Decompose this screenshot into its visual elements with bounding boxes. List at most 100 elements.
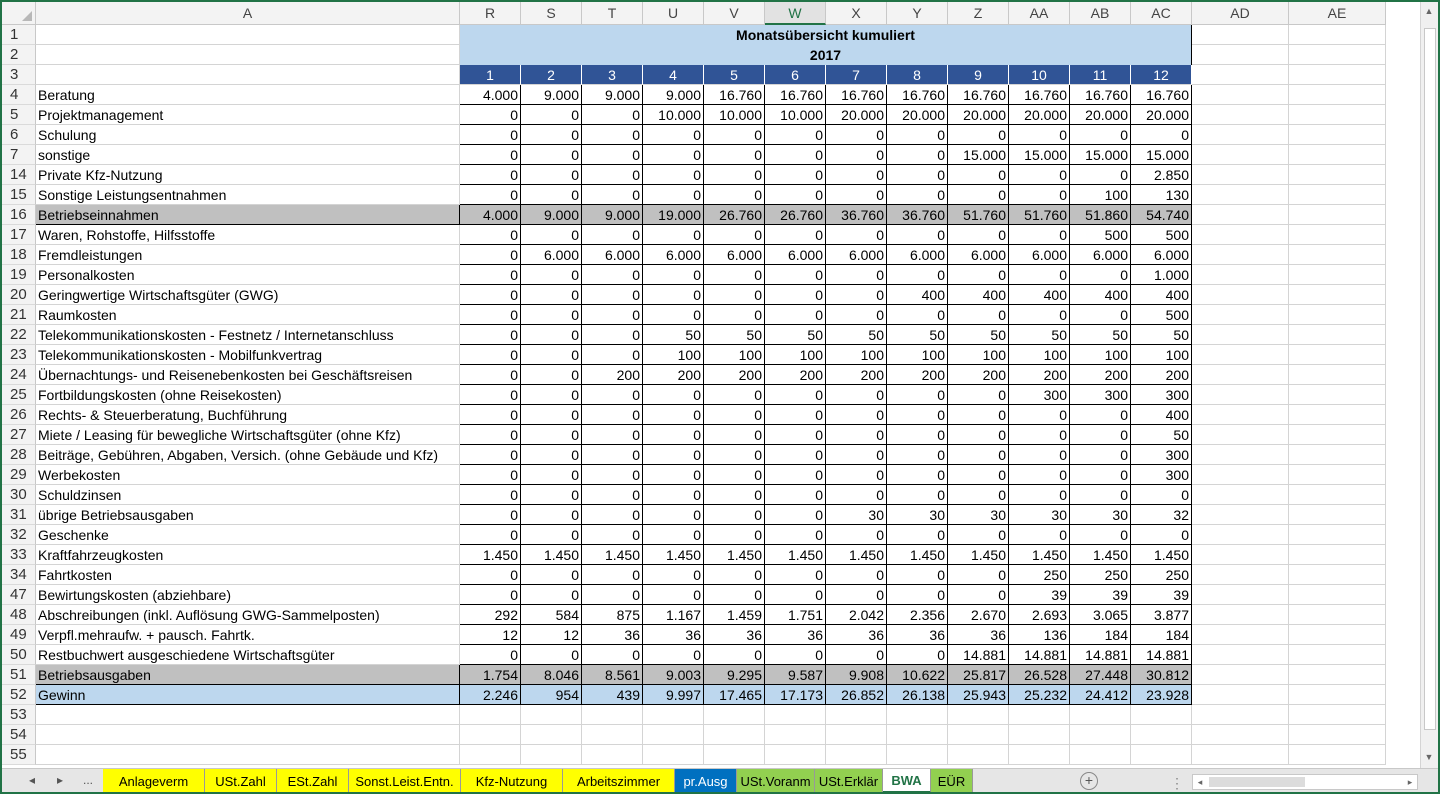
grid-cell[interactable] bbox=[1289, 85, 1386, 105]
value-cell[interactable]: 0 bbox=[1009, 405, 1070, 425]
value-cell[interactable]: 0 bbox=[765, 185, 826, 205]
value-cell[interactable]: 0 bbox=[765, 165, 826, 185]
month-header[interactable]: 4 bbox=[643, 65, 704, 85]
grid-cell[interactable] bbox=[1192, 685, 1289, 705]
row-header-52[interactable]: 52 bbox=[2, 685, 36, 705]
value-cell[interactable]: 0 bbox=[948, 525, 1009, 545]
value-cell[interactable]: 0 bbox=[948, 425, 1009, 445]
value-cell[interactable]: 0 bbox=[948, 445, 1009, 465]
value-cell[interactable]: 0 bbox=[460, 165, 521, 185]
value-cell[interactable]: 0 bbox=[826, 645, 887, 665]
value-cell[interactable]: 200 bbox=[1009, 365, 1070, 385]
sheet-tab-anlageverm[interactable]: Anlageverm bbox=[103, 769, 205, 792]
row-label[interactable]: Waren, Rohstoffe, Hilfsstoffe bbox=[36, 225, 460, 245]
value-cell[interactable]: 0 bbox=[1070, 405, 1131, 425]
value-cell[interactable]: 0 bbox=[460, 585, 521, 605]
grid-cell[interactable] bbox=[1192, 285, 1289, 305]
grid-cell[interactable] bbox=[1192, 665, 1289, 685]
value-cell[interactable]: 0 bbox=[887, 645, 948, 665]
value-cell[interactable]: 0 bbox=[887, 165, 948, 185]
value-cell[interactable]: 9.000 bbox=[582, 85, 643, 105]
value-cell[interactable]: 0 bbox=[460, 265, 521, 285]
row-header-15[interactable]: 15 bbox=[2, 185, 36, 205]
value-cell[interactable]: 0 bbox=[765, 125, 826, 145]
grid-cell[interactable] bbox=[1289, 345, 1386, 365]
row-label[interactable]: sonstige bbox=[36, 145, 460, 165]
value-cell[interactable]: 500 bbox=[1070, 225, 1131, 245]
value-cell[interactable]: 50 bbox=[1070, 325, 1131, 345]
sheet-tab-bwa[interactable]: BWA bbox=[883, 769, 931, 792]
value-cell[interactable]: 0 bbox=[582, 425, 643, 445]
value-cell[interactable]: 0 bbox=[704, 505, 765, 525]
grid-cell[interactable] bbox=[948, 745, 1009, 765]
value-cell[interactable]: 0 bbox=[521, 225, 582, 245]
value-cell[interactable]: 0 bbox=[704, 565, 765, 585]
value-cell[interactable]: 6.000 bbox=[1009, 245, 1070, 265]
grid-cell[interactable] bbox=[1131, 725, 1192, 745]
value-cell[interactable]: 0 bbox=[887, 405, 948, 425]
grid-cell[interactable] bbox=[1192, 85, 1289, 105]
value-cell[interactable]: 0 bbox=[1009, 185, 1070, 205]
value-cell[interactable]: 250 bbox=[1070, 565, 1131, 585]
value-cell[interactable]: 9.000 bbox=[521, 85, 582, 105]
value-cell[interactable]: 15.000 bbox=[1131, 145, 1192, 165]
column-header-a[interactable]: A bbox=[36, 2, 460, 25]
grid-cell[interactable] bbox=[1192, 205, 1289, 225]
value-cell[interactable]: 0 bbox=[826, 565, 887, 585]
grid-cell[interactable] bbox=[1289, 625, 1386, 645]
value-cell[interactable]: 15.000 bbox=[1009, 145, 1070, 165]
value-cell[interactable]: 2.693 bbox=[1009, 605, 1070, 625]
sheet-tab-est-zahl[interactable]: ESt.Zahl bbox=[277, 769, 349, 792]
value-cell[interactable]: 0 bbox=[765, 645, 826, 665]
column-header-r[interactable]: R bbox=[460, 2, 521, 25]
value-cell[interactable]: 20.000 bbox=[1131, 105, 1192, 125]
value-cell[interactable]: 14.881 bbox=[1131, 645, 1192, 665]
grid-cell[interactable] bbox=[948, 705, 1009, 725]
grid-cell[interactable] bbox=[887, 745, 948, 765]
grid-cell[interactable] bbox=[1131, 705, 1192, 725]
value-cell[interactable]: 0 bbox=[948, 405, 1009, 425]
value-cell[interactable]: 1.450 bbox=[1070, 545, 1131, 565]
row-header-20[interactable]: 20 bbox=[2, 285, 36, 305]
value-cell[interactable]: 0 bbox=[582, 145, 643, 165]
row-label[interactable]: Abschreibungen (inkl. Auflösung GWG-Samm… bbox=[36, 605, 460, 625]
grid-cell[interactable] bbox=[1192, 305, 1289, 325]
value-cell[interactable]: 1.450 bbox=[704, 545, 765, 565]
value-cell[interactable]: 0 bbox=[643, 265, 704, 285]
value-cell[interactable]: 400 bbox=[887, 285, 948, 305]
value-cell[interactable]: 0 bbox=[1009, 165, 1070, 185]
value-cell[interactable]: 17.173 bbox=[765, 685, 826, 705]
value-cell[interactable]: 0 bbox=[887, 425, 948, 445]
grid-cell[interactable] bbox=[1289, 45, 1386, 65]
row-header-23[interactable]: 23 bbox=[2, 345, 36, 365]
value-cell[interactable]: 30 bbox=[826, 505, 887, 525]
value-cell[interactable]: 39 bbox=[1131, 585, 1192, 605]
row-label[interactable]: Schulung bbox=[36, 125, 460, 145]
grid-cell[interactable] bbox=[521, 705, 582, 725]
grid-cell[interactable] bbox=[1289, 305, 1386, 325]
row-label[interactable]: übrige Betriebsausgaben bbox=[36, 505, 460, 525]
grid-cell[interactable] bbox=[887, 725, 948, 745]
sheet-tab-kfz-nutzung[interactable]: Kfz-Nutzung bbox=[461, 769, 563, 792]
grid-cell[interactable] bbox=[1192, 325, 1289, 345]
more-sheets-button[interactable]: ... bbox=[82, 773, 93, 787]
value-cell[interactable]: 0 bbox=[521, 585, 582, 605]
grid-cell[interactable] bbox=[1192, 345, 1289, 365]
value-cell[interactable]: 0 bbox=[887, 305, 948, 325]
value-cell[interactable]: 2.850 bbox=[1131, 165, 1192, 185]
grid-cell[interactable] bbox=[1289, 665, 1386, 685]
value-cell[interactable]: 0 bbox=[460, 505, 521, 525]
value-cell[interactable]: 0 bbox=[460, 385, 521, 405]
value-cell[interactable]: 0 bbox=[460, 425, 521, 445]
value-cell[interactable]: 50 bbox=[643, 325, 704, 345]
value-cell[interactable]: 0 bbox=[582, 345, 643, 365]
value-cell[interactable]: 1.000 bbox=[1131, 265, 1192, 285]
value-cell[interactable]: 0 bbox=[521, 345, 582, 365]
value-cell[interactable]: 0 bbox=[521, 385, 582, 405]
value-cell[interactable]: 0 bbox=[582, 465, 643, 485]
value-cell[interactable]: 1.450 bbox=[948, 545, 1009, 565]
value-cell[interactable]: 0 bbox=[582, 225, 643, 245]
value-cell[interactable]: 2.042 bbox=[826, 605, 887, 625]
value-cell[interactable]: 0 bbox=[521, 125, 582, 145]
value-cell[interactable]: 0 bbox=[1131, 125, 1192, 145]
